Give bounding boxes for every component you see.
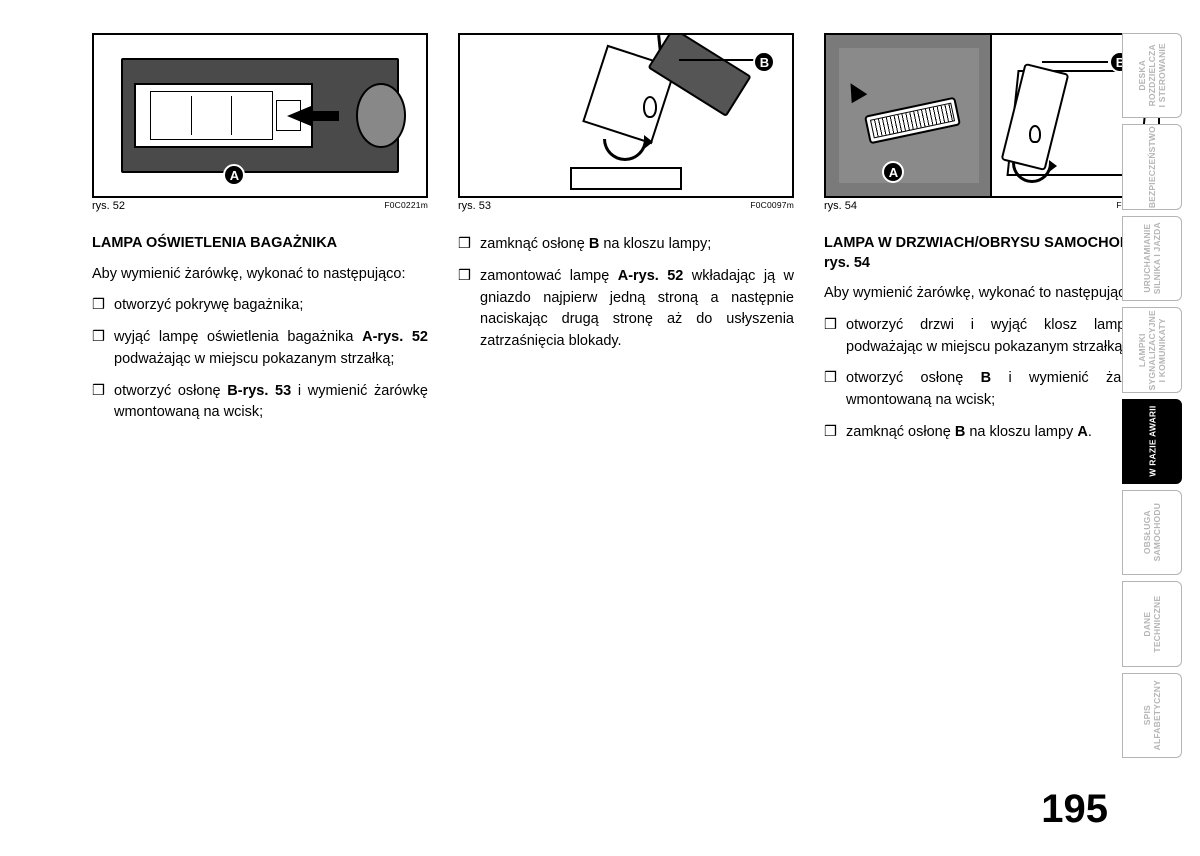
text: zamontować lampę bbox=[480, 268, 618, 284]
text: zamknąć osłonę bbox=[846, 424, 955, 440]
col3-bullet1: otworzyć drzwi i wyjąć klosz lampy A pod… bbox=[824, 315, 1160, 359]
tab-dane[interactable]: DANETECHNICZNE bbox=[1122, 581, 1182, 666]
figure-52-code: F0C0221m bbox=[384, 200, 428, 212]
col1-para1: Aby wymienić żarówkę, wykonać to następu… bbox=[92, 264, 428, 286]
column-3: A B rys. 54 F0C0206m LAMPA W DRZWIACH/OB… bbox=[824, 33, 1160, 836]
text: na kloszu lampy; bbox=[599, 236, 711, 252]
col1-bullet1: otworzyć pokrywę bagażnika; bbox=[92, 295, 428, 317]
col2-bullet1: zamknąć osłonę B na kloszu lampy; bbox=[458, 234, 794, 256]
tab-label: BEZPIECZEŃSTWO bbox=[1147, 126, 1157, 208]
figure-52-image: A bbox=[92, 33, 428, 198]
col2-bullet2: zamontować lampę A-rys. 52 wkładając ją … bbox=[458, 266, 794, 353]
figure-52-caption-row: rys. 52 F0C0221m bbox=[92, 200, 428, 212]
col1-bullet3: otworzyć osłonę B-rys. 53 i wymienić żar… bbox=[92, 381, 428, 425]
tab-lampki[interactable]: LAMPKISYGNALIZACYJNEI KOMUNIKATY bbox=[1122, 307, 1182, 392]
bold: A-rys. 52 bbox=[618, 268, 684, 284]
tab-bezpieczenstwo[interactable]: BEZPIECZEŃSTWO bbox=[1122, 124, 1182, 209]
tab-label: DESKAROZDZIELCZAI STEROWANIE bbox=[1137, 44, 1168, 108]
tab-label: SPISALFABETYCZNY bbox=[1142, 680, 1162, 750]
figure-52-caption: rys. 52 bbox=[92, 200, 125, 212]
tab-spis[interactable]: SPISALFABETYCZNY bbox=[1122, 673, 1182, 758]
bold: A-rys. 52 bbox=[362, 329, 428, 345]
tab-obsluga[interactable]: OBSŁUGASAMOCHODU bbox=[1122, 490, 1182, 575]
figure-53: B rys. 53 F0C0097m bbox=[458, 33, 794, 230]
tab-label: DANETECHNICZNE bbox=[1142, 596, 1162, 653]
text: otworzyć drzwi i wyjąć klosz lampy bbox=[846, 317, 1150, 333]
tab-label: W RAZIE AWARII bbox=[1147, 406, 1157, 477]
content-columns: A rys. 52 F0C0221m LAMPA OŚWIETLENIA BAG… bbox=[92, 33, 1160, 836]
tab-label: LAMPKISYGNALIZACYJNEI KOMUNIKATY bbox=[1137, 310, 1168, 390]
text: otworzyć osłonę bbox=[114, 383, 227, 399]
col1-bullet2: wyjąć lampę oświetlenia bagażnika A-rys.… bbox=[92, 327, 428, 371]
text: podważając w miejscu pokazanym strzałką; bbox=[846, 339, 1126, 355]
figure-54-caption-row: rys. 54 F0C0206m bbox=[824, 200, 1160, 212]
bold: B bbox=[981, 370, 991, 386]
figure-53-code: F0C0097m bbox=[750, 200, 794, 212]
figure-52: A rys. 52 F0C0221m bbox=[92, 33, 428, 230]
tab-label: OBSŁUGASAMOCHODU bbox=[1142, 503, 1162, 561]
figure-52-label-a: A bbox=[223, 164, 245, 186]
bold: B bbox=[589, 236, 599, 252]
sidebar-tabs: DESKAROZDZIELCZAI STEROWANIE BEZPIECZEŃS… bbox=[1122, 33, 1182, 758]
text: na kloszu lampy bbox=[965, 424, 1077, 440]
col3-para1: Aby wymienić żarówkę, wykonać to następu… bbox=[824, 283, 1160, 305]
column-2: B rys. 53 F0C0097m zamknąć osłonę B na k… bbox=[458, 33, 794, 836]
col3-bullet2: otworzyć osłonę B i wymienić żarówkę wmo… bbox=[824, 368, 1160, 412]
figure-54-image: A B bbox=[824, 33, 1160, 198]
text: otworzyć osłonę bbox=[846, 370, 981, 386]
column-1: A rys. 52 F0C0221m LAMPA OŚWIETLENIA BAG… bbox=[92, 33, 428, 836]
page-number: 195 bbox=[1041, 787, 1108, 832]
figure-53-caption-row: rys. 53 F0C0097m bbox=[458, 200, 794, 212]
figure-53-image: B bbox=[458, 33, 794, 198]
tab-deska[interactable]: DESKAROZDZIELCZAI STEROWANIE bbox=[1122, 33, 1182, 118]
col1-heading: LAMPA OŚWIETLENIA BAGAŻNIKA bbox=[92, 234, 428, 254]
text: zamknąć osłonę bbox=[480, 236, 589, 252]
figure-54: A B rys. 54 F0C0206m bbox=[824, 33, 1160, 230]
figure-54-caption: rys. 54 bbox=[824, 200, 857, 212]
bold: B bbox=[955, 424, 965, 440]
text: podważając w miejscu pokazanym strzałką; bbox=[114, 351, 394, 367]
tab-label: URUCHAMIANIESILNIKA I JAZDA bbox=[1142, 222, 1162, 294]
tab-uruchamianie[interactable]: URUCHAMIANIESILNIKA I JAZDA bbox=[1122, 216, 1182, 301]
text: wyjąć lampę oświetlenia bagażnika bbox=[114, 329, 362, 345]
figure-53-label-b: B bbox=[753, 51, 775, 73]
text: . bbox=[1088, 424, 1092, 440]
tab-w-razie-awarii[interactable]: W RAZIE AWARII bbox=[1122, 399, 1182, 484]
bold: B-rys. 53 bbox=[227, 383, 291, 399]
figure-53-caption: rys. 53 bbox=[458, 200, 491, 212]
col3-bullet3: zamknąć osłonę B na kloszu lampy A. bbox=[824, 422, 1160, 444]
page: A rys. 52 F0C0221m LAMPA OŚWIETLENIA BAG… bbox=[0, 0, 1200, 856]
bold: A bbox=[1077, 424, 1087, 440]
col3-heading: LAMPA W DRZWIACH/OBRYSU SAMOCHODU rys. 5… bbox=[824, 234, 1160, 273]
